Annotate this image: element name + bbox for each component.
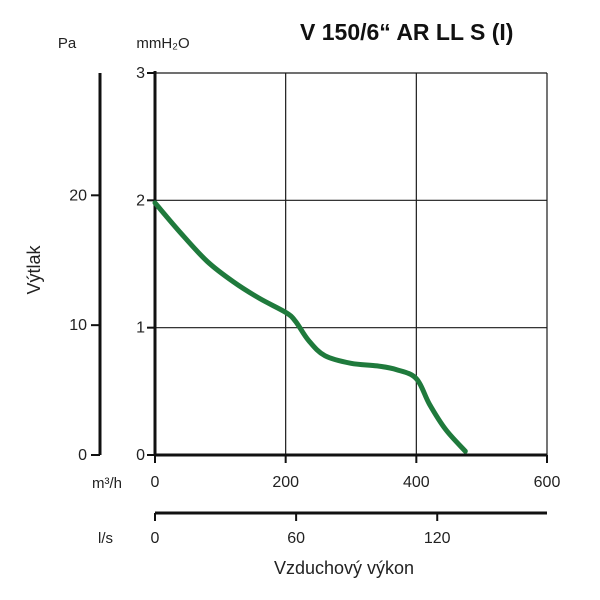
pa-tick-label: 10 (69, 317, 87, 334)
labels: V 150/6“ AR LL S (I) Pa mmH₂O m³/h l/s V… (24, 19, 513, 578)
ls-tick-label: 0 (151, 530, 160, 547)
m3h-unit-label: m³/h (92, 475, 122, 492)
pa-tick-label: 0 (78, 447, 87, 464)
y-tick-label: 0 (136, 447, 145, 464)
x-tick-label: 0 (151, 474, 160, 491)
y-tick-label: 1 (136, 320, 145, 337)
series-layer (152, 200, 468, 454)
grid (155, 72, 548, 455)
performance-curve (152, 200, 468, 454)
x-tick-label: 600 (534, 474, 561, 491)
x-tick-label: 400 (403, 474, 430, 491)
mmh2o-unit-label: mmH₂O (136, 35, 189, 52)
x-tick-label: 200 (272, 474, 299, 491)
pa-unit-label: Pa (58, 35, 77, 52)
y-tick-label: 3 (136, 65, 145, 82)
ls-tick-label: 120 (424, 530, 451, 547)
y-tick-label: 2 (136, 192, 145, 209)
pa-tick-label: 20 (69, 187, 87, 204)
y-axis-label: Výtlak (24, 244, 44, 294)
x-axis-label: Vzduchový výkon (274, 558, 414, 578)
ls-unit-label: l/s (98, 530, 113, 547)
ls-tick-label: 60 (287, 530, 305, 547)
chart-title: V 150/6“ AR LL S (I) (300, 19, 513, 45)
